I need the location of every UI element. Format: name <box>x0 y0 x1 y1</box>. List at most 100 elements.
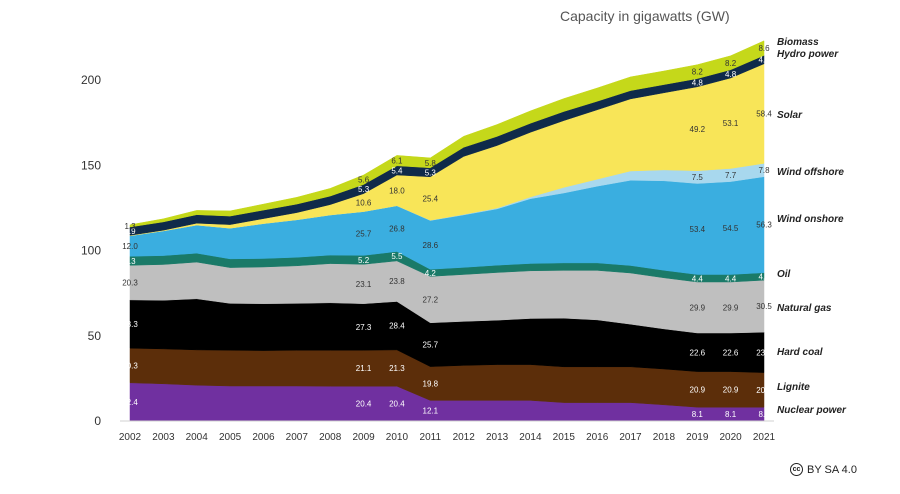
data-label-solar-2019: 49.2 <box>690 125 706 134</box>
legend-hydro-power: Hydro power <box>777 49 839 60</box>
x-tick-label-2017: 2017 <box>619 432 642 443</box>
data-label-oil-2021: 4.4 <box>758 272 770 281</box>
data-label-nuclear-power-2011: 12.1 <box>423 407 439 416</box>
data-label-biomass-2020: 8.2 <box>725 59 737 68</box>
data-label-lignite-2019: 20.9 <box>690 385 706 394</box>
data-label-nuclear-power-2009: 20.4 <box>356 400 372 409</box>
x-tick-label-2006: 2006 <box>252 432 275 443</box>
x-tick-label-2014: 2014 <box>519 432 542 443</box>
data-label-biomass-2021: 8.6 <box>758 44 770 53</box>
x-tick-label-2008: 2008 <box>319 432 342 443</box>
legend-oil: Oil <box>777 269 791 280</box>
data-label-hard-coal-2020: 22.6 <box>723 348 739 357</box>
y-tick-label-200: 200 <box>81 73 101 87</box>
data-label-wind-onshore-2002: 12.0 <box>122 242 138 251</box>
data-label-hard-coal-2011: 25.7 <box>423 341 439 350</box>
data-label-nuclear-power-2002: 22.4 <box>122 398 138 407</box>
data-label-hydro-power-2019: 4.8 <box>692 79 704 88</box>
y-tick-label-0: 0 <box>94 414 101 428</box>
x-tick-label-2013: 2013 <box>486 432 509 443</box>
legend-hard-coal: Hard coal <box>777 347 823 358</box>
data-label-hard-coal-2009: 27.3 <box>356 323 372 332</box>
data-label-wind-offshore-2020: 7.7 <box>725 171 737 180</box>
x-tick-label-2004: 2004 <box>186 432 209 443</box>
chart-title: Capacity in gigawatts (GW) <box>560 8 730 24</box>
data-label-wind-onshore-2019: 53.4 <box>690 225 706 234</box>
data-label-natural-gas-2009: 23.1 <box>356 280 372 289</box>
data-label-natural-gas-2002: 20.3 <box>122 279 138 288</box>
legend-natural-gas: Natural gas <box>777 303 832 314</box>
data-label-oil-2010: 5.5 <box>391 252 403 261</box>
data-label-solar-2011: 25.4 <box>423 195 439 204</box>
data-label-hydro-power-2011: 5.3 <box>425 168 437 177</box>
data-label-solar-2020: 53.1 <box>723 119 739 128</box>
data-label-oil-2002: 5.3 <box>124 257 136 266</box>
axes: 0 50 100 150 200 2002 2003 2004 2005 2006 2007 2008… <box>81 73 776 443</box>
x-tick-label-2002: 2002 <box>119 432 142 443</box>
data-label-oil-2011: 4.2 <box>425 269 437 278</box>
x-tick-label-2007: 2007 <box>286 432 309 443</box>
data-label-lignite-2010: 21.3 <box>389 364 405 373</box>
data-label-wind-offshore-2019: 7.5 <box>692 173 704 182</box>
legend-wind-onshore: Wind onshore <box>777 214 844 225</box>
area-layers <box>129 40 765 422</box>
x-tick-label-2003: 2003 <box>152 432 175 443</box>
data-label-biomass-2019: 8.2 <box>692 68 704 77</box>
license-text: BY SA 4.0 <box>807 463 857 476</box>
data-label-solar-2021: 58.4 <box>756 110 772 119</box>
data-label-oil-2020: 4.4 <box>725 274 737 283</box>
y-tick-label-50: 50 <box>88 329 102 343</box>
x-tick-label-2016: 2016 <box>586 432 609 443</box>
data-label-biomass-2002: 1.3 <box>124 222 136 231</box>
cc-icon: cc <box>790 463 803 476</box>
data-label-natural-gas-2021: 30.5 <box>756 302 772 311</box>
data-label-wind-onshore-2021: 56.3 <box>756 221 772 230</box>
data-label-lignite-2002: 20.3 <box>122 362 138 371</box>
legend-lignite: Lignite <box>777 382 810 393</box>
x-tick-label-2020: 2020 <box>719 432 742 443</box>
data-label-oil-2009: 5.2 <box>358 256 370 265</box>
data-label-oil-2019: 4.4 <box>692 274 704 283</box>
data-label-hard-coal-2021: 23.7 <box>756 348 772 357</box>
x-tick-label-2009: 2009 <box>352 432 375 443</box>
data-label-biomass-2010: 6.1 <box>391 157 403 166</box>
x-tick-label-2012: 2012 <box>453 432 476 443</box>
data-label-nuclear-power-2020: 8.1 <box>725 410 737 419</box>
data-label-lignite-2009: 21.1 <box>356 364 372 373</box>
data-label-solar-2010: 18.0 <box>389 186 405 195</box>
x-tick-label-2018: 2018 <box>653 432 676 443</box>
data-label-hard-coal-2010: 28.4 <box>389 322 405 331</box>
data-label-wind-onshore-2010: 26.8 <box>389 225 405 234</box>
data-label-lignite-2021: 20.3 <box>756 386 772 395</box>
x-tick-label-2010: 2010 <box>386 432 409 443</box>
data-label-hydro-power-2010: 5.4 <box>391 166 403 175</box>
data-labels: 22.4 20.4 20.4 12.1 8.1 8.1 8.1 20.3 21.1 21.3 19.… <box>122 44 772 419</box>
data-label-solar-2009: 10.6 <box>356 199 372 208</box>
x-tick-label-2015: 2015 <box>553 432 576 443</box>
x-tick-label-2005: 2005 <box>219 432 242 443</box>
data-label-hard-coal-2002: 28.3 <box>122 320 138 329</box>
x-tick-label-2021: 2021 <box>753 432 776 443</box>
data-label-natural-gas-2011: 27.2 <box>423 296 439 305</box>
data-label-natural-gas-2010: 23.8 <box>389 277 405 286</box>
license-badge: cc BY SA 4.0 <box>790 463 857 476</box>
data-label-nuclear-power-2010: 20.4 <box>389 400 405 409</box>
y-tick-label-150: 150 <box>81 158 101 172</box>
data-label-hydro-power-2002: 4.9 <box>124 227 136 236</box>
legend-wind-offshore: Wind offshore <box>777 167 844 178</box>
data-label-nuclear-power-2019: 8.1 <box>692 410 704 419</box>
y-tick-label-100: 100 <box>81 244 101 258</box>
data-label-natural-gas-2019: 29.9 <box>690 304 706 313</box>
x-tick-label-2011: 2011 <box>420 432 442 443</box>
legend-solar: Solar <box>777 110 803 121</box>
data-label-natural-gas-2020: 29.9 <box>723 304 739 313</box>
data-label-lignite-2020: 20.9 <box>723 385 739 394</box>
data-label-wind-onshore-2009: 25.7 <box>356 230 372 239</box>
data-label-hard-coal-2019: 22.6 <box>690 348 706 357</box>
data-label-lignite-2011: 19.8 <box>423 380 439 389</box>
data-label-wind-onshore-2011: 28.6 <box>423 241 439 250</box>
data-label-wind-onshore-2020: 54.5 <box>723 224 739 233</box>
area-biomass <box>129 40 765 228</box>
